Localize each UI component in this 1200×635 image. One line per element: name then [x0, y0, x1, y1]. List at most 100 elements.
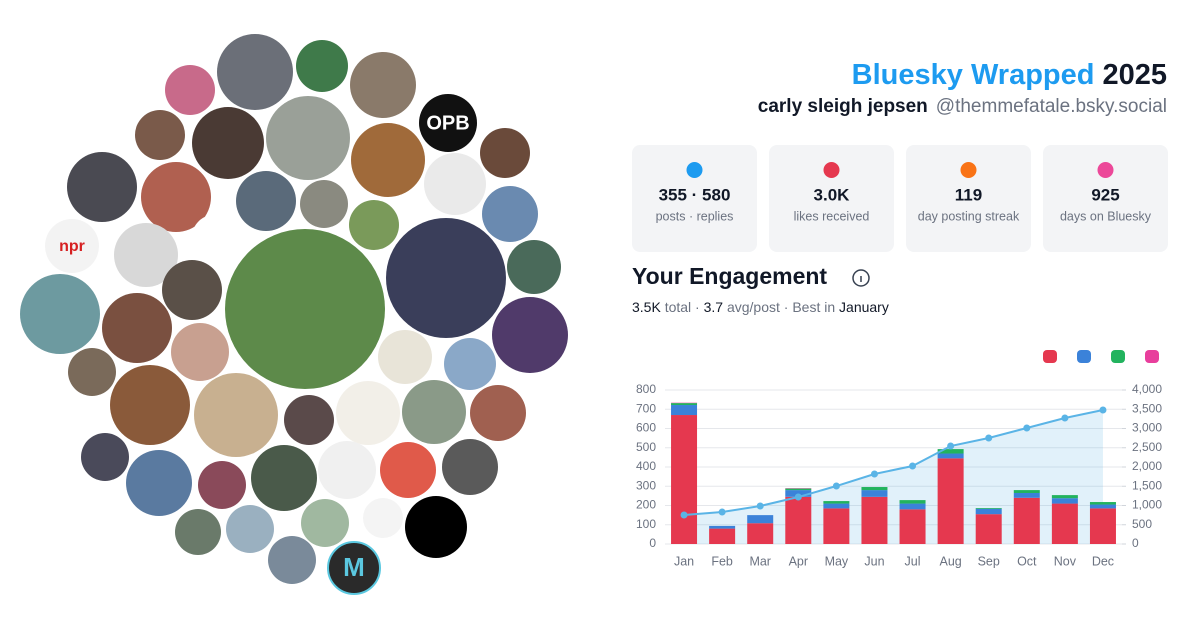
line-point — [871, 471, 878, 478]
summary-part: total · — [661, 299, 704, 315]
avatar — [349, 200, 399, 250]
avatar — [444, 338, 496, 390]
avatar — [81, 433, 129, 481]
stat-label: day posting streak — [918, 209, 1020, 223]
avatar — [480, 128, 530, 178]
x-tick-label: Aug — [940, 554, 962, 568]
stat-label: likes received — [794, 209, 870, 223]
x-tick-label: Oct — [1017, 554, 1037, 568]
stat-value: 3.0K — [814, 185, 851, 204]
stat-value: 119 — [955, 185, 982, 204]
avatar-logo: npr — [59, 238, 85, 255]
stat-label: posts · replies — [656, 209, 734, 223]
stat-icon — [687, 162, 703, 178]
bar-segment — [938, 454, 964, 459]
avatar — [266, 96, 350, 180]
legend-icon[interactable] — [1077, 350, 1091, 363]
bar-segment — [671, 403, 697, 405]
y2-tick-label: 2,500 — [1132, 440, 1162, 454]
bar-segment — [671, 405, 697, 415]
avatar — [165, 65, 215, 115]
avatar — [380, 442, 436, 498]
y2-tick-label: 4,000 — [1132, 382, 1162, 396]
avatar — [482, 186, 538, 242]
bar-segment — [823, 504, 849, 509]
line-point — [1061, 414, 1068, 421]
bar-segment — [1014, 498, 1040, 544]
legend-icon[interactable] — [1145, 350, 1159, 363]
bar-segment — [861, 497, 887, 544]
y2-tick-label: 500 — [1132, 517, 1152, 531]
title-text: Bluesky Wrapped — [852, 59, 1095, 91]
bar-segment — [861, 487, 887, 490]
avatar — [284, 395, 334, 445]
avatar — [470, 385, 526, 441]
avatar — [268, 536, 316, 584]
bar-segment — [1090, 502, 1116, 505]
handle: @themmefatale.bsky.social — [936, 96, 1167, 117]
avatar — [350, 52, 416, 118]
line-point — [719, 509, 726, 516]
legend-icon[interactable] — [1043, 350, 1057, 363]
bar-segment — [861, 490, 887, 497]
summary-part: 3.5K — [632, 299, 661, 315]
x-tick-label: Dec — [1092, 554, 1114, 568]
bar-segment — [1052, 498, 1078, 503]
y-tick-label: 0 — [649, 536, 656, 550]
avatar — [198, 461, 246, 509]
y2-tick-label: 0 — [1132, 536, 1139, 550]
avatar — [351, 123, 425, 197]
avatar — [217, 34, 293, 110]
avatar — [405, 496, 467, 558]
x-tick-label: Jul — [905, 554, 921, 568]
bar-segment — [747, 515, 773, 523]
bar-segment — [976, 514, 1002, 544]
avatar-logo: M — [343, 552, 365, 582]
avatar — [251, 445, 317, 511]
bar-segment — [1052, 504, 1078, 544]
avatar — [126, 450, 192, 516]
avatar-logo: OPB — [426, 112, 469, 134]
legend-icon[interactable] — [1111, 350, 1125, 363]
bar-segment — [976, 508, 1002, 509]
avatar — [192, 107, 264, 179]
year: 2025 — [1102, 59, 1167, 91]
summary-part: 3.7 — [704, 299, 724, 315]
x-tick-label: Feb — [711, 554, 733, 568]
avatar — [20, 274, 100, 354]
cumulative-area — [684, 410, 1103, 544]
line-point — [909, 462, 916, 469]
stat-icon — [961, 162, 977, 178]
avatar — [175, 509, 221, 555]
x-tick-label: Jan — [674, 554, 694, 568]
y-tick-label: 300 — [636, 478, 656, 492]
line-point — [681, 512, 688, 519]
avatar — [110, 365, 190, 445]
avatar — [171, 323, 229, 381]
avatar — [68, 348, 116, 396]
y2-tick-label: 1,000 — [1132, 498, 1162, 512]
y-tick-label: 400 — [636, 459, 656, 473]
bar-segment — [900, 500, 926, 503]
bar-segment — [823, 508, 849, 544]
bar-segment — [1090, 508, 1116, 544]
x-tick-label: May — [825, 554, 849, 568]
summary-part: January — [839, 299, 889, 315]
line-point — [1099, 406, 1106, 413]
line-point — [757, 503, 764, 510]
x-tick-label: Nov — [1054, 554, 1077, 568]
avatar — [301, 499, 349, 547]
avatar — [296, 40, 348, 92]
x-tick-label: Sep — [978, 554, 1000, 568]
bar-segment — [1014, 490, 1040, 493]
avatar — [424, 153, 486, 215]
display-name: carly sleigh jepsen — [758, 96, 928, 117]
bar-segment — [785, 497, 811, 544]
y2-tick-label: 1,500 — [1132, 478, 1162, 492]
y-tick-label: 500 — [636, 440, 656, 454]
avatar — [194, 373, 278, 457]
avatar — [102, 293, 172, 363]
avatar — [236, 171, 296, 231]
